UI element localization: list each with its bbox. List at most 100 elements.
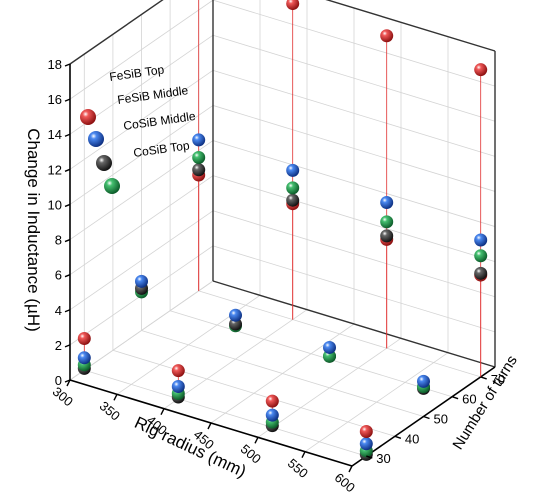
x-tick — [113, 394, 118, 401]
y-tick — [423, 415, 430, 420]
y-tick-label: 70 — [491, 372, 505, 387]
grid-line-back-z — [212, 69, 496, 157]
legend-marker — [88, 131, 104, 147]
z-tick — [64, 274, 71, 278]
point-cosib-middle — [474, 266, 488, 280]
z-tick — [64, 344, 71, 348]
z-tick — [64, 309, 71, 313]
point-cosib-middle — [192, 163, 206, 177]
grid-line-back-z — [212, 34, 496, 122]
point-cosib-middle — [380, 229, 394, 243]
point-fesib-middle — [192, 133, 206, 147]
point-fesib-middle — [474, 233, 488, 247]
point-fesib-top — [265, 394, 279, 408]
point-fesib-middle — [286, 163, 300, 177]
grid-line-back-z — [212, 210, 496, 298]
frame-edge — [212, 280, 496, 368]
z-tick-label: 6 — [55, 268, 62, 283]
grid-line-side-z — [69, 280, 214, 381]
z-tick — [64, 238, 71, 243]
x-tick — [348, 465, 353, 473]
legend-label: FeSiB Middle — [116, 83, 189, 107]
x-tick-label: 300 — [50, 384, 76, 409]
point-fesib-middle — [265, 408, 279, 422]
point-fesib-top — [474, 63, 488, 77]
z-tick — [64, 168, 71, 172]
y-tick — [366, 455, 373, 459]
grid-line-side-z — [69, 140, 214, 240]
y-tick — [394, 435, 402, 439]
legend-marker — [80, 109, 96, 125]
grid-line-back-z — [212, 140, 496, 227]
grid-line-floor-y — [112, 349, 396, 437]
x-tick-label: 600 — [332, 470, 358, 495]
z-tick-label: 4 — [55, 303, 62, 318]
point-cosib-top — [474, 249, 488, 263]
x-axis-title: Rig radius (mm) — [132, 413, 250, 481]
y-axis-title: Number of turns — [449, 353, 520, 453]
y-tick — [480, 376, 487, 380]
z-tick-label: 0 — [55, 373, 62, 388]
grid-line-floor-y — [169, 310, 453, 398]
grid-line-back-z — [212, 245, 496, 333]
legend-label: CoSiB Middle — [122, 109, 196, 133]
z-tick-label: 2 — [55, 338, 62, 353]
x-tick-label: 550 — [285, 455, 311, 480]
grid-line-back-z — [212, 0, 496, 87]
grid-line-side-z — [69, 210, 214, 311]
grid-line-back-z — [212, 175, 496, 263]
point-cosib-middle — [286, 193, 300, 207]
y-tick — [451, 396, 459, 400]
legend: FeSiB Top FeSiB Middle CoSiB Middle CoSi… — [80, 62, 197, 194]
legend-label: FeSiB Top — [108, 62, 165, 84]
z-tick-label: 10 — [48, 197, 62, 212]
y-tick-label: 30 — [376, 451, 390, 466]
point-fesib-middle — [171, 379, 185, 393]
grid-line-floor-y — [198, 290, 481, 378]
y-tick-label: 40 — [405, 431, 419, 446]
z-tick-label: 16 — [48, 92, 62, 107]
x-tick — [254, 437, 259, 444]
z-tick — [64, 98, 71, 102]
point-fesib-top — [380, 29, 394, 43]
point-cosib-top — [286, 181, 300, 195]
grid-line-back-z — [212, 105, 496, 192]
z-tick — [64, 203, 71, 208]
grid-line-side-z — [69, 70, 214, 170]
y-tick-label: 60 — [462, 392, 476, 407]
point-fesib-middle — [380, 196, 394, 210]
y-tick-label: 50 — [434, 412, 448, 427]
grid-line-side-z — [69, 105, 214, 205]
x-tick — [160, 408, 165, 415]
point-fesib-middle — [77, 351, 91, 365]
point-cosib-top — [380, 215, 394, 229]
x-tick — [66, 379, 71, 387]
z-tick — [64, 63, 71, 67]
grid-line-side-z — [69, 0, 214, 100]
grid-line-floor-y — [141, 330, 424, 417]
z-tick-label: 14 — [48, 127, 62, 142]
point-cosib-top — [192, 150, 206, 164]
z-tick-label: 8 — [55, 233, 62, 248]
point-fesib-top — [286, 0, 300, 11]
x-tick-label: 350 — [97, 398, 123, 423]
z-tick — [64, 133, 71, 137]
frame-edge — [325, 0, 496, 52]
frame-edge — [69, 0, 164, 65]
grid-line-side-z — [69, 175, 214, 275]
z-axis-title: Change in Inductance (µH) — [24, 128, 43, 332]
grid-line-floor-y — [84, 369, 367, 457]
point-fesib-middle — [417, 374, 430, 388]
z-tick-label: 18 — [48, 57, 62, 72]
point-fesib-middle — [229, 308, 242, 322]
data-points — [77, 0, 488, 461]
point-fesib-top — [359, 425, 373, 439]
point-fesib-middle — [323, 340, 336, 354]
x-tick — [207, 422, 212, 430]
point-fesib-middle — [135, 274, 148, 288]
point-fesib-middle — [359, 437, 373, 451]
point-fesib-top — [77, 332, 91, 345]
z-tick-label: 12 — [48, 162, 62, 177]
x-tick — [301, 451, 306, 458]
